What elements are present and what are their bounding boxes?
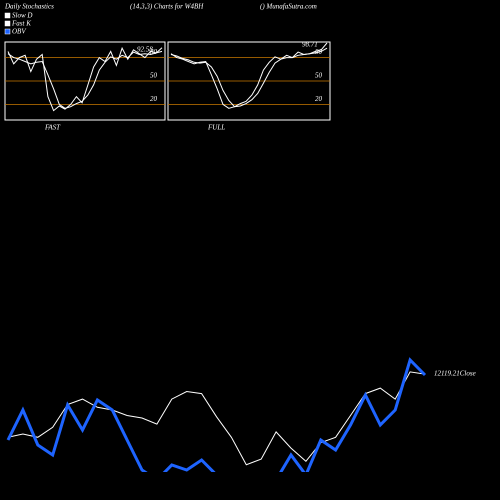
series-line xyxy=(7,50,163,109)
y-tick-label: 50 xyxy=(150,72,158,80)
close-value-label: 12119.21 xyxy=(434,370,460,378)
panel-title: FAST xyxy=(44,124,61,132)
series-line xyxy=(7,46,163,112)
legend-swatch xyxy=(4,28,11,35)
y-tick-label: 20 xyxy=(315,95,323,103)
last-value-label: 98.71 xyxy=(302,41,318,49)
y-tick-label: 20 xyxy=(150,95,158,103)
header-title: Daily Stochastics xyxy=(4,3,54,11)
legend-swatch xyxy=(4,20,11,27)
series-line xyxy=(6,357,427,472)
legend-label: OBV xyxy=(12,28,26,36)
last-value-label: 92.58 xyxy=(137,45,153,53)
series-line xyxy=(170,42,328,109)
panel-title: FULL xyxy=(207,124,225,132)
legend-label: Fast K xyxy=(11,20,31,28)
legend-label: Slow D xyxy=(12,12,32,20)
y-tick-label: 50 xyxy=(315,72,323,80)
series-name: Close xyxy=(460,370,476,378)
header-subtitle: (14,3,3) Charts for W4BH xyxy=(130,3,204,11)
series-line xyxy=(170,47,328,108)
series-line xyxy=(7,371,426,466)
legend-swatch xyxy=(4,12,11,19)
header-source: () MunafaSutra.com xyxy=(260,3,317,11)
